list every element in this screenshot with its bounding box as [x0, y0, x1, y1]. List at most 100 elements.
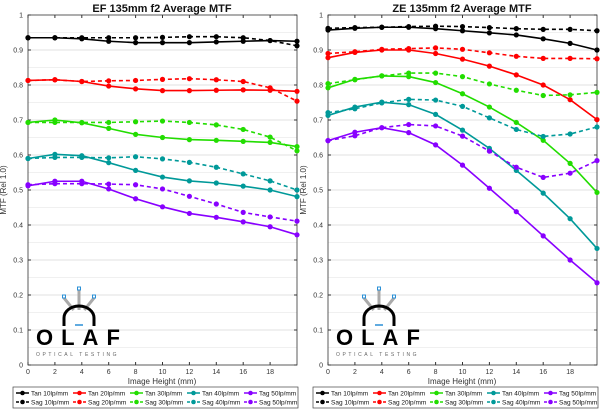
legend-item: Sag 40lp/mm: [487, 399, 540, 406]
y-tick-label: 0.4: [13, 223, 23, 230]
data-point: [540, 233, 546, 239]
data-point: [52, 181, 58, 187]
data-point: [294, 98, 300, 104]
legend-item: Tag 50lp/mm: [244, 390, 296, 397]
data-point: [106, 78, 112, 84]
data-point: [594, 89, 600, 95]
series-sag-40lp-mm: [325, 96, 600, 140]
data-point: [379, 73, 385, 79]
data-point: [186, 34, 192, 40]
data-point: [133, 182, 139, 188]
data-point: [594, 124, 600, 130]
legend-marker: [548, 399, 553, 405]
data-point: [433, 70, 439, 76]
data-point: [159, 76, 166, 82]
x-tick-label: 0: [26, 369, 30, 376]
data-point: [25, 77, 31, 84]
data-point: [513, 126, 519, 133]
data-point: [406, 130, 412, 136]
series-tan-40lp-mm: [325, 99, 600, 252]
data-point: [294, 148, 300, 154]
data-point: [540, 190, 546, 196]
x-tick-label: 18: [266, 369, 274, 376]
legend-marker: [320, 390, 325, 396]
legend-item: Tan 40lp/mm: [487, 390, 539, 397]
legend-marker: [491, 390, 496, 396]
data-point: [294, 38, 300, 44]
legend-item: Tag 50lp/mm: [544, 390, 596, 397]
legend-label: Tan 10lp/mm: [31, 390, 68, 397]
chart-ef-135mm: EF 135mm f2 Average MTF 0 0.1 0.2 0.3 0.4 0.5 0…: [0, 3, 300, 409]
logo-sensor: [62, 294, 66, 299]
y-axis-label: MTF (Rel 1.0): [300, 165, 308, 215]
data-point: [106, 119, 112, 126]
data-point: [379, 125, 385, 131]
data-point: [240, 78, 246, 85]
legend-marker: [248, 399, 253, 405]
legend-item: Sag 20lp/mm: [373, 399, 426, 406]
data-point: [294, 232, 300, 238]
data-point: [294, 194, 300, 200]
legend-item: Sag 30lp/mm: [430, 399, 483, 406]
data-point: [352, 77, 358, 83]
series-sag-30lp-mm: [25, 118, 300, 154]
legend-marker: [20, 399, 25, 405]
data-point: [513, 164, 519, 170]
legend-marker: [20, 390, 25, 396]
data-point: [352, 25, 358, 31]
data-point: [433, 123, 439, 129]
data-point: [486, 148, 492, 154]
data-point: [406, 23, 412, 30]
legend-marker: [77, 399, 82, 405]
data-point: [294, 218, 300, 224]
data-point: [294, 88, 300, 94]
legend-marker: [491, 399, 496, 405]
x-tick-label: 10: [159, 369, 167, 376]
data-point: [267, 224, 273, 230]
x-tick-label: 2: [53, 369, 57, 376]
data-point: [240, 35, 246, 41]
y-tick-label: 0.7: [13, 118, 23, 125]
data-point: [540, 36, 546, 42]
data-point: [240, 171, 246, 177]
logo-tagline: OPTICAL TESTING: [36, 352, 119, 358]
legend-marker: [377, 399, 382, 405]
y-tick-label: 0: [319, 363, 323, 370]
data-point: [325, 81, 331, 87]
legend-marker: [191, 390, 196, 396]
y-tick-label: 0: [19, 363, 23, 370]
legend-item: Tan 40lp/mm: [187, 390, 239, 397]
data-point: [267, 139, 273, 145]
legend-marker: [320, 399, 325, 405]
y-tick-label: 0.9: [13, 48, 23, 55]
data-point: [406, 46, 412, 52]
data-point: [52, 119, 58, 126]
data-point: [213, 180, 219, 186]
logo-sensor: [392, 294, 396, 299]
data-point: [133, 119, 139, 125]
y-tick-label: 1: [319, 13, 323, 20]
data-point: [486, 50, 492, 56]
legend-label: Tag 50lp/mm: [559, 390, 596, 397]
data-point: [52, 77, 58, 83]
data-point: [133, 35, 139, 41]
series-tag-50lp-mm: [325, 125, 600, 286]
data-point: [106, 155, 112, 161]
data-point: [106, 186, 112, 192]
x-tick-label: 6: [107, 369, 111, 376]
legend-label: Tag 50lp/mm: [259, 390, 296, 397]
data-point: [267, 187, 273, 193]
data-point: [433, 79, 439, 86]
x-axis-label: Image Height (mm): [128, 377, 197, 386]
x-tick-label: 12: [186, 369, 194, 376]
data-point: [459, 28, 466, 34]
logo-sensor: [77, 286, 81, 291]
data-point: [486, 115, 492, 121]
data-point: [513, 72, 519, 78]
x-tick-label: 16: [539, 369, 547, 376]
legend-marker: [77, 390, 82, 396]
data-point: [294, 144, 300, 150]
data-point: [540, 133, 546, 140]
x-tick-label: 18: [566, 369, 574, 376]
legend-label: Sag 30lp/mm: [445, 399, 483, 406]
